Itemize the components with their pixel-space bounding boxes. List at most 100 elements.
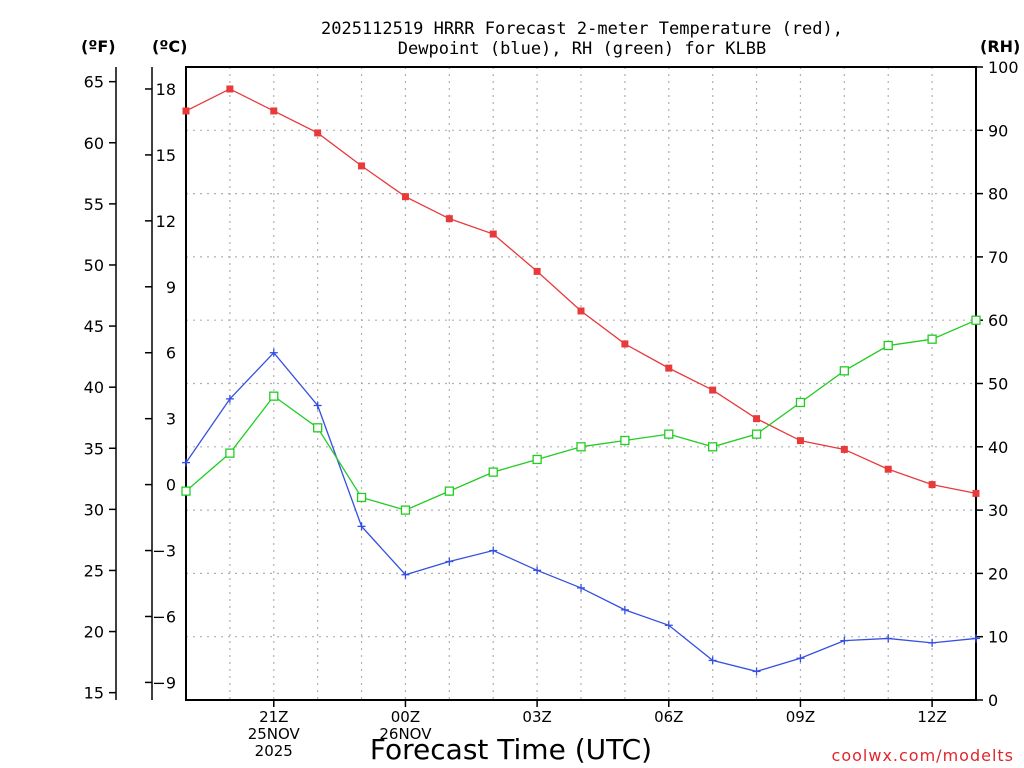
dewpoint-point (752, 667, 761, 676)
rh-point (269, 391, 279, 401)
axes: 1520253035404550556065−9−6−3036912151801… (84, 58, 1019, 760)
dewpoint-point (401, 570, 410, 579)
2-meter-temperature-point (972, 489, 980, 497)
rh-tick-label: 0 (988, 691, 998, 710)
rh-point (356, 492, 367, 503)
fahrenheit-tick-label: 45 (84, 317, 104, 336)
x-tick-label: 03Z (522, 708, 551, 726)
celsius-tick-label: 0 (166, 476, 176, 495)
x-axis-label: Forecast Time (UTC) (370, 733, 652, 766)
2-meter-temperature-point (665, 364, 673, 372)
dewpoint-point (357, 522, 366, 531)
2-meter-temperature-point (226, 85, 234, 93)
rh-tick-label: 10 (988, 628, 1008, 647)
2-meter-temperature-point (445, 215, 453, 223)
celsius-tick-label: 18 (156, 80, 176, 99)
dewpoint-point (269, 348, 278, 357)
rh-tick-label: 100 (988, 58, 1019, 77)
celsius-tick-label: 6 (166, 344, 176, 363)
data-series (181, 85, 981, 676)
rh-point (839, 366, 849, 376)
dewpoint-point (664, 621, 673, 630)
2-meter-temperature-point (401, 193, 409, 201)
rh-point (532, 454, 542, 465)
rh-point (225, 448, 235, 458)
rh-point (400, 505, 411, 515)
rh-point (444, 486, 454, 496)
2-meter-temperature-point (358, 162, 366, 170)
rh-point (488, 467, 498, 477)
x-tick-label: 12Z (917, 708, 946, 726)
x-tick-label: 09Z (786, 708, 815, 726)
rh-point (751, 429, 762, 439)
fahrenheit-tick-label: 15 (84, 684, 104, 703)
celsius-tick-label: −9 (152, 673, 176, 692)
rh-tick-label: 70 (988, 248, 1008, 267)
gridlines (186, 67, 976, 700)
rh-point (927, 334, 937, 344)
2-meter-temperature-point (489, 230, 497, 238)
x-tick-label: 25NOV (248, 725, 301, 743)
2-meter-temperature-point (709, 386, 717, 394)
celsius-tick-label: −3 (152, 542, 176, 561)
x-tick-label: 26NOV (379, 725, 432, 743)
x-tick-label: 2025 (255, 742, 293, 760)
dewpoint-point (577, 583, 585, 592)
x-tick-label: 06Z (654, 708, 683, 726)
dewpoint-point (796, 654, 805, 663)
fahrenheit-tick-label: 35 (84, 439, 104, 458)
fahrenheit-tick-label: 65 (84, 73, 104, 92)
x-tick-label: 00Z (391, 708, 420, 726)
dewpoint-point (489, 546, 498, 555)
2-meter-temperature-point (621, 340, 629, 348)
fahrenheit-unit-label: (ºF) (81, 37, 116, 56)
rh-unit-label: (RH) (980, 37, 1020, 56)
dewpoint-point (182, 458, 190, 467)
rh-point (971, 315, 981, 325)
rh-point (708, 442, 718, 452)
dewpoint-line (185, 351, 977, 673)
rh-tick-label: 30 (988, 501, 1008, 520)
2-meter-temperature-point (270, 107, 278, 115)
2-meter-temperature-point (928, 481, 936, 489)
2-meter-temperature-point (884, 465, 892, 473)
rh-tick-label: 50 (988, 375, 1008, 394)
fahrenheit-tick-label: 25 (84, 561, 104, 580)
2-meter-temperature-point (796, 437, 804, 445)
dewpoint-point (313, 401, 322, 410)
rh-tick-label: 80 (988, 185, 1008, 204)
rh-tick-label: 40 (988, 438, 1008, 457)
dewpoint-point (840, 636, 849, 645)
2-meter-temperature-point (577, 307, 585, 315)
dewpoint-point (620, 605, 629, 614)
celsius-tick-label: 15 (156, 146, 176, 165)
2-meter-temperature-point (753, 415, 761, 423)
fahrenheit-tick-label: 55 (84, 195, 104, 214)
celsius-unit-label: (ºC) (152, 37, 187, 56)
2-meter-temperature-point (533, 267, 541, 275)
rh-tick-label: 60 (988, 311, 1008, 330)
rh-point (620, 435, 630, 446)
rh-point (576, 442, 586, 452)
rh-point (795, 397, 806, 408)
rh-tick-label: 20 (988, 564, 1008, 583)
rh-point (664, 429, 674, 439)
rh-point (883, 340, 893, 351)
dewpoint-point (225, 394, 234, 403)
celsius-tick-label: 9 (166, 278, 176, 297)
celsius-tick-label: 3 (166, 410, 176, 429)
rh-point (181, 486, 191, 496)
fahrenheit-tick-label: 60 (84, 134, 104, 153)
dewpoint-point (972, 634, 980, 643)
rh-point (313, 423, 323, 433)
2-meter-temperature-point (840, 445, 848, 453)
celsius-tick-label: 12 (156, 212, 176, 231)
chart-title-line2: Dewpoint (blue), RH (green) for KLBB (398, 39, 766, 59)
chart-title-line1: 2025112519 HRRR Forecast 2-meter Tempera… (321, 19, 843, 39)
fahrenheit-tick-label: 40 (84, 378, 104, 397)
celsius-tick-label: −6 (152, 607, 176, 626)
fahrenheit-tick-label: 30 (84, 500, 104, 519)
2-meter-temperature-point (182, 107, 190, 115)
x-tick-label: 21Z (259, 708, 288, 726)
